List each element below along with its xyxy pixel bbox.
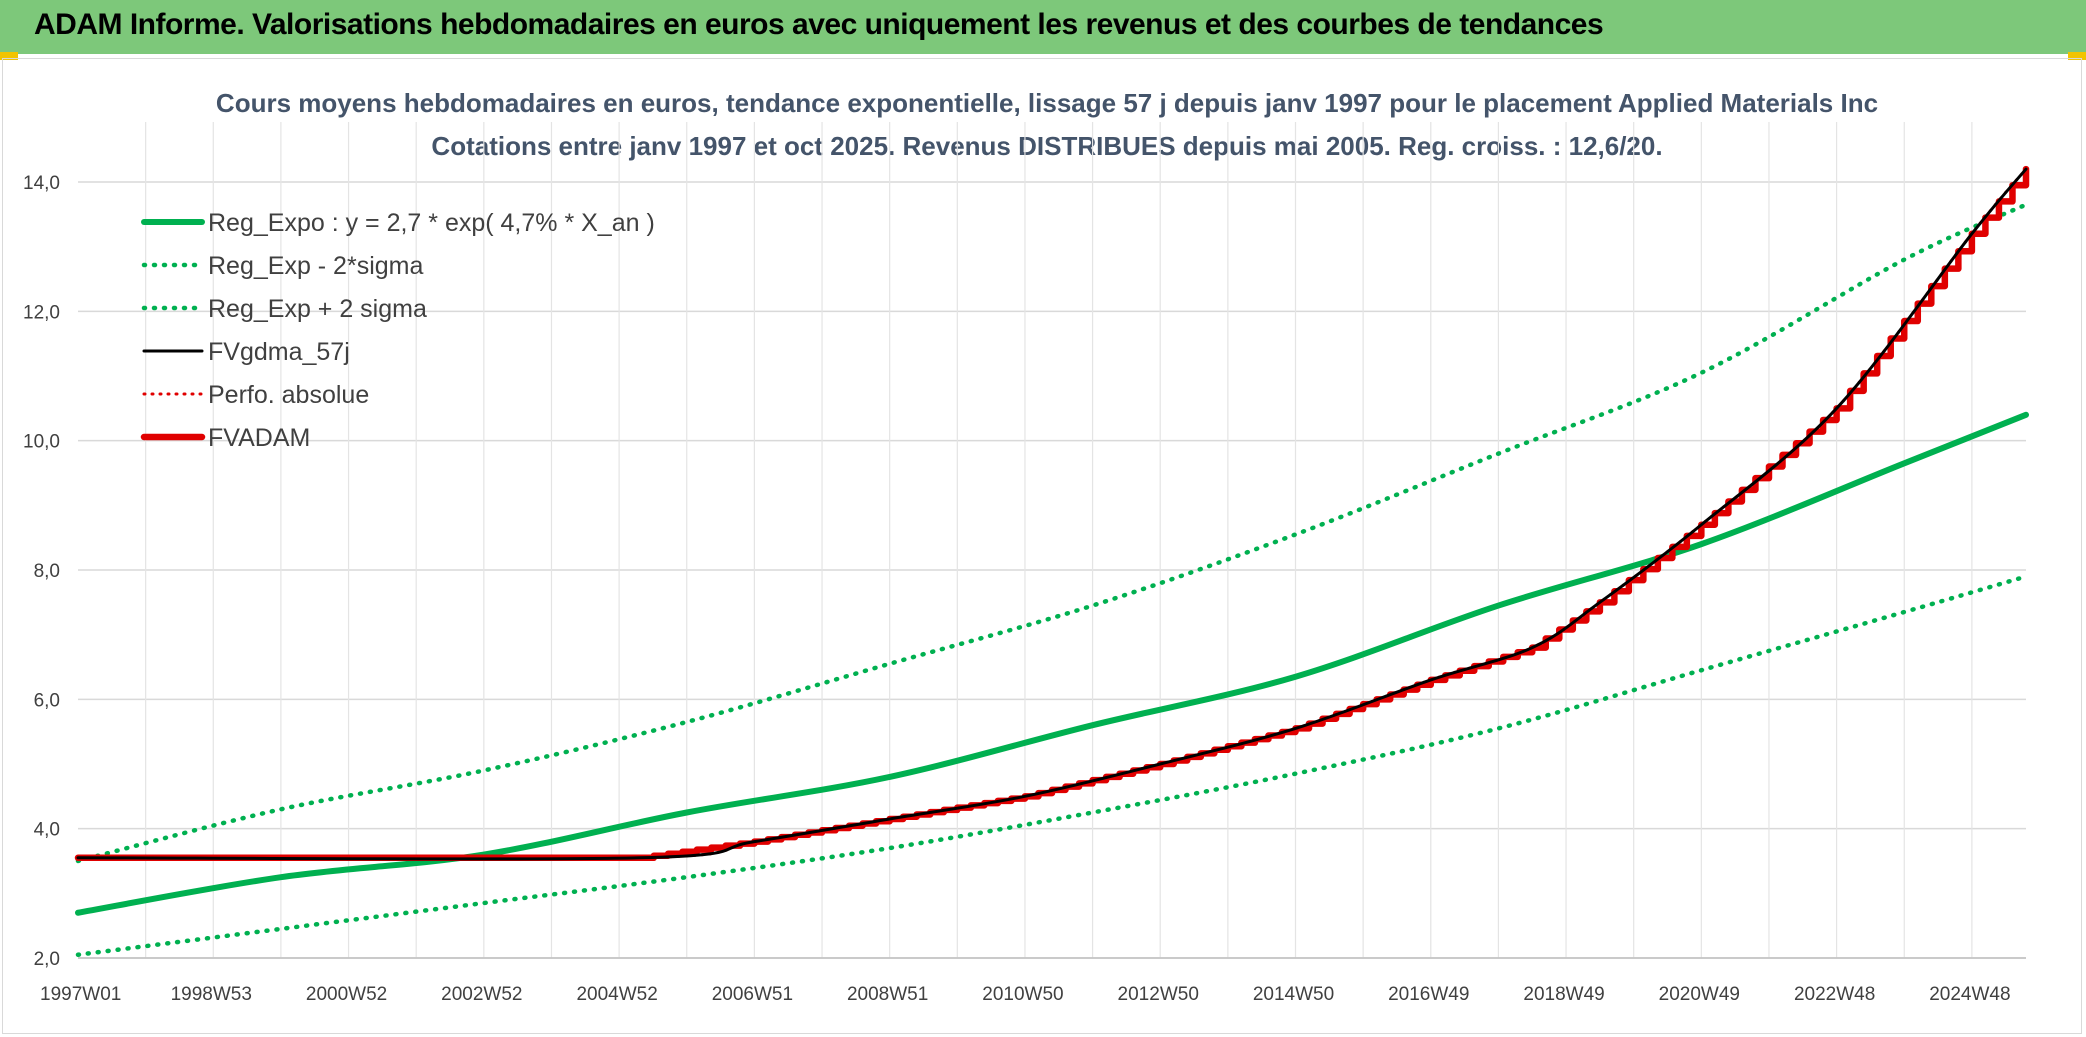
- y-tick-label: 14,0: [23, 173, 60, 194]
- report-banner: ADAM Informe. Valorisations hebdomadaire…: [0, 0, 2086, 54]
- series-lines: [74, 165, 2030, 958]
- chart-frame: [2, 58, 2082, 1034]
- x-tick-label: 2006W51: [712, 984, 793, 1005]
- y-tick-label: 8,0: [34, 561, 60, 582]
- report-title: ADAM Informe. Valorisations hebdomadaire…: [34, 8, 1604, 41]
- legend-label: Reg_Exp - 2*sigma: [208, 252, 423, 280]
- x-tick-label: 2012W50: [1118, 984, 1199, 1005]
- legend-label: Reg_Exp + 2 sigma: [208, 295, 427, 323]
- legend: Reg_Expo : y = 2,7 * exp( 4,7% * X_an ) R…: [140, 209, 655, 452]
- grid-lines: [78, 122, 2026, 959]
- series-line-0: [75, 411, 2029, 916]
- y-tick-label: 12,0: [23, 302, 60, 323]
- x-tick-label: 2016W49: [1388, 984, 1469, 1005]
- x-tick-label: 2000W52: [306, 984, 387, 1005]
- legend-label: FVgdma_57j: [208, 338, 350, 366]
- series-line-1: [75, 574, 2029, 958]
- series-line-2: [75, 202, 2029, 864]
- legend-label: Perfo. absolue: [208, 381, 369, 409]
- x-tick-label: 2002W52: [441, 984, 522, 1005]
- x-tick-label: 2004W52: [576, 984, 657, 1005]
- y-tick-label: 4,0: [34, 820, 60, 841]
- legend-label: Reg_Expo : y = 2,7 * exp( 4,7% * X_an ): [208, 209, 655, 237]
- x-tick-label: 2010W50: [982, 984, 1063, 1005]
- y-tick-label: 2,0: [34, 949, 60, 970]
- x-tick-label: 1998W53: [171, 984, 252, 1005]
- x-tick-label: 2020W49: [1659, 984, 1740, 1005]
- x-tick-label: 2014W50: [1253, 984, 1334, 1005]
- x-tick-label: 2024W48: [1929, 984, 2010, 1005]
- y-axis-ticks: 2,0 4,0 6,0 8,0 10,0 12,0 14,0: [23, 173, 60, 970]
- chart-subtitle: Cotations entre janv 1997 et oct 2025. R…: [431, 131, 1662, 161]
- corner-accent-left: [0, 52, 18, 60]
- x-tick-label: 1997W01: [40, 984, 121, 1005]
- corner-accent-right: [2068, 52, 2086, 60]
- x-tick-label: 2022W48: [1794, 984, 1875, 1005]
- chart-title: Cours moyens hebdomadaires en euros, ten…: [216, 88, 1878, 118]
- x-axis-ticks: 1997W01 1998W53 2000W52 2002W52 2004W52 2006W…: [40, 984, 2011, 1005]
- legend-label: FVADAM: [208, 424, 310, 452]
- x-tick-label: 2018W49: [1523, 984, 1604, 1005]
- x-tick-label: 2008W51: [847, 984, 928, 1005]
- y-tick-label: 10,0: [23, 432, 60, 453]
- series-line-3: [76, 167, 2028, 861]
- y-tick-label: 6,0: [34, 690, 60, 711]
